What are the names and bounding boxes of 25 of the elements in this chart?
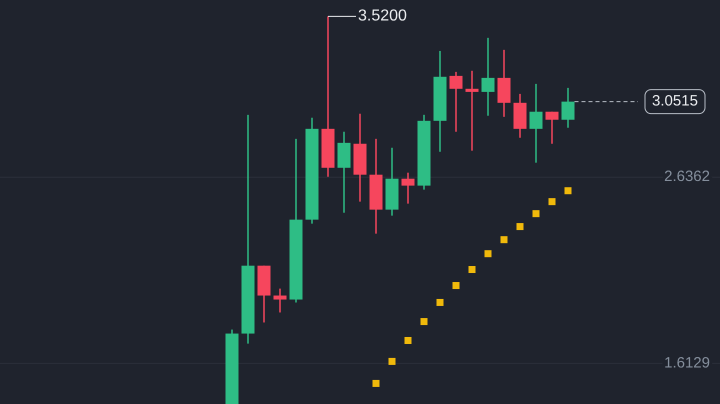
point bbox=[372, 380, 380, 387]
candlestick bbox=[402, 172, 414, 204]
candlestick bbox=[530, 83, 542, 164]
annotation: 3.5200 bbox=[358, 8, 408, 25]
candlestick bbox=[274, 288, 286, 314]
candlestick bbox=[562, 87, 574, 128]
point bbox=[388, 358, 396, 365]
y-tick-label: 1.6129 bbox=[664, 354, 710, 372]
point bbox=[420, 318, 428, 326]
candlestick bbox=[546, 110, 558, 145]
point bbox=[404, 336, 412, 344]
point bbox=[532, 210, 540, 218]
point bbox=[436, 298, 444, 306]
point bbox=[452, 282, 460, 290]
candlestick bbox=[466, 70, 478, 152]
point bbox=[516, 223, 524, 230]
point bbox=[468, 266, 476, 274]
point bbox=[548, 198, 556, 206]
y-tick-label: 2.6362 bbox=[664, 168, 710, 186]
candlestick bbox=[482, 37, 494, 116]
candlestick bbox=[450, 71, 462, 133]
point bbox=[500, 236, 508, 244]
point bbox=[564, 187, 572, 194]
ref-line-label: 3.0515 bbox=[652, 92, 698, 110]
point bbox=[484, 250, 492, 258]
